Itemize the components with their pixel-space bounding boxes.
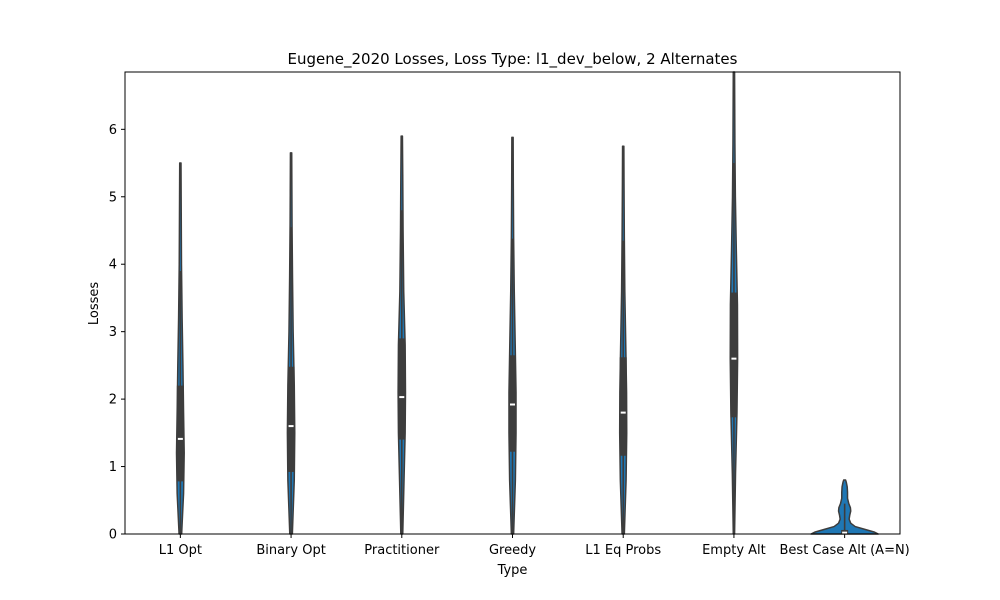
violin-iqr-box: [730, 292, 738, 418]
y-axis-label: Losses: [87, 282, 102, 326]
y-tick-label: 2: [109, 393, 117, 408]
x-tick-label: Best Case Alt (A=N): [780, 543, 910, 558]
y-tick-label: 6: [109, 123, 117, 138]
violin-iqr-box: [398, 338, 406, 440]
violin-iqr-box: [509, 355, 516, 452]
x-tick-label: Binary Opt: [256, 543, 326, 558]
plot-frame: [124, 71, 901, 535]
plot-area: 0 1 2 3 4 5 6 L1 Opt Binary Opt Practitioner Greed…: [109, 71, 910, 558]
y-tick-label: 1: [109, 460, 117, 475]
violin-iqr-box: [176, 385, 184, 482]
x-tick-label: Greedy: [489, 543, 536, 558]
x-tick-label: Practitioner: [364, 543, 440, 558]
violin-iqr-box: [287, 366, 295, 472]
violin-iqr-box: [619, 357, 627, 456]
y-tick-label: 3: [109, 325, 117, 340]
y-tick-label: 5: [109, 190, 117, 205]
y-tick-label: 0: [109, 528, 117, 543]
x-tick-label: L1 Eq Probs: [585, 543, 661, 558]
x-tick-label: L1 Opt: [159, 543, 202, 558]
x-axis-label: Type: [497, 563, 528, 578]
chart-title: Eugene_2020 Losses, Loss Type: l1_dev_be…: [288, 50, 738, 69]
y-tick-label: 4: [109, 258, 117, 273]
x-tick-label: Empty Alt: [702, 543, 766, 558]
